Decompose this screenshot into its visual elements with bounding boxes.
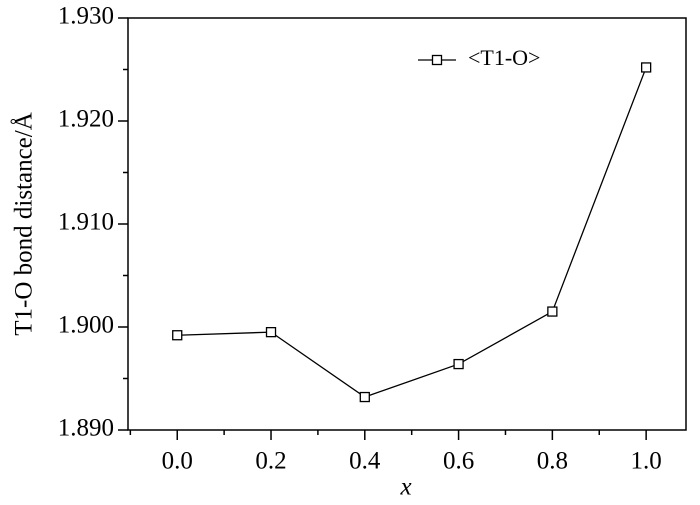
x-tick-label: 0.0 bbox=[162, 448, 193, 475]
data-point bbox=[547, 306, 558, 317]
data-point bbox=[172, 330, 183, 341]
x-tick-label: 0.6 bbox=[443, 448, 474, 475]
x-tick-label: 0.4 bbox=[349, 448, 381, 475]
plot-frame bbox=[127, 17, 687, 431]
y-axis-label: T1-O bond distance/Å bbox=[11, 112, 38, 336]
y-tick-label: 1.930 bbox=[58, 3, 114, 30]
data-point bbox=[265, 326, 277, 338]
legend-marker bbox=[431, 54, 443, 66]
y-tick-label: 1.910 bbox=[58, 209, 114, 236]
x-axis-label: x bbox=[399, 474, 411, 501]
y-tick-label: 1.900 bbox=[58, 312, 114, 339]
x-tick-label: 1.0 bbox=[631, 448, 662, 475]
data-point bbox=[453, 358, 464, 370]
series-line bbox=[177, 67, 647, 398]
legend-label: <T1-O> bbox=[468, 45, 540, 70]
x-tick-label: 0.8 bbox=[537, 448, 568, 475]
y-tick-label: 1.920 bbox=[58, 106, 114, 133]
data-point bbox=[359, 391, 370, 403]
data-point bbox=[640, 62, 652, 73]
x-tick-label: 0.2 bbox=[255, 448, 286, 475]
y-tick-label: 1.890 bbox=[58, 415, 114, 442]
